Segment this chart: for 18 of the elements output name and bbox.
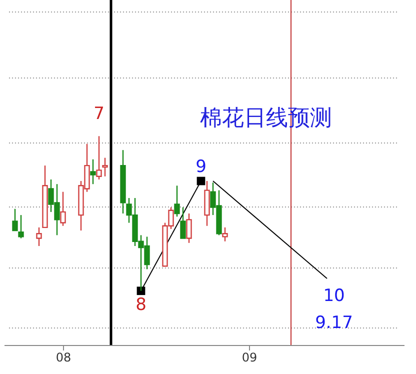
- candlestick: [222, 226, 228, 242]
- candlestick: [186, 212, 192, 244]
- candlestick: [102, 157, 108, 177]
- text: 9.17: [315, 313, 353, 333]
- candlestick: [18, 214, 24, 239]
- candlestick: [96, 136, 102, 180]
- annotation: 9: [196, 157, 206, 178]
- candlestick: [90, 158, 96, 185]
- x-tick-label: 08: [56, 350, 72, 364]
- candlestick: [60, 191, 66, 226]
- candlestick: [12, 208, 18, 232]
- annotation: 8: [136, 294, 146, 315]
- candlestick: [180, 206, 186, 239]
- annotation: 7: [94, 104, 104, 124]
- annotation: 10: [323, 286, 345, 306]
- candlestick: [174, 185, 180, 218]
- candlestick: [36, 226, 42, 247]
- x-tick-label: 09: [242, 350, 258, 364]
